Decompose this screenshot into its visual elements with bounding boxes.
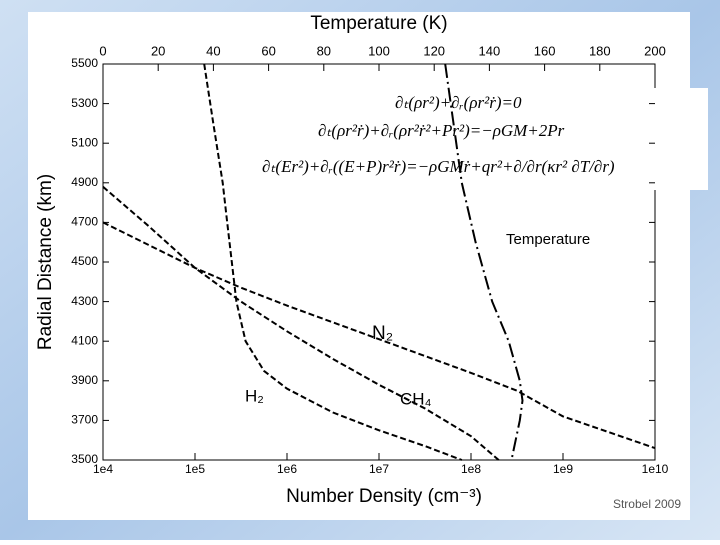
- x2-tick-label: 140: [479, 43, 501, 58]
- x2-tick-label: 100: [368, 43, 390, 58]
- x2-tick-label: 80: [317, 43, 331, 58]
- equation: ∂ₜ(ρr²)+∂ᵣ(ρr²ṙ)=0: [395, 93, 522, 112]
- series-label: N₂: [372, 323, 393, 344]
- equation-box: [255, 88, 708, 190]
- x2-tick-label: 40: [206, 43, 220, 58]
- series-label: H₂: [245, 386, 264, 405]
- equation: ∂ₜ(Er²)+∂ᵣ((E+P)r²ṙ)=−ρGMṙ+qr²+∂/∂r(κr² …: [262, 157, 615, 176]
- x2-tick-label: 0: [99, 43, 106, 58]
- x-tick-label: 1e10: [642, 462, 669, 476]
- series-line: [102, 221, 656, 450]
- x2-tick-label: 60: [261, 43, 275, 58]
- series-label: CH₄: [400, 389, 432, 408]
- x2-tick-label: 180: [589, 43, 611, 58]
- series-line: [444, 63, 524, 461]
- x-axis-title: Number Density (cm⁻³): [286, 486, 482, 507]
- x2-tick-label: 160: [534, 43, 556, 58]
- y-tick-label: 4900: [71, 175, 98, 189]
- source-box: [604, 495, 690, 515]
- x-tick-label: 1e8: [461, 462, 481, 476]
- equation: ∂ₜ(ρr²ṙ)+∂ᵣ(ρr²ṙ²+Pr²)=−ρGM+2Pr: [318, 121, 565, 140]
- x2-tick-label: 20: [151, 43, 165, 58]
- y-tick-label: 4700: [71, 215, 98, 229]
- x2-axis-title: Temperature (K): [310, 13, 447, 34]
- y-tick-label: 3900: [71, 373, 98, 387]
- x-tick-label: 1e9: [553, 462, 573, 476]
- y-tick-label: 3500: [71, 452, 98, 466]
- y-axis-title: Radial Distance (km): [35, 174, 56, 350]
- y-tick-label: 5100: [71, 135, 98, 149]
- series-line: [203, 63, 463, 461]
- x-tick-label: 1e7: [369, 462, 389, 476]
- y-tick-label: 5500: [71, 56, 98, 70]
- x2-tick-label: 120: [423, 43, 445, 58]
- series-label: Temperature: [506, 231, 590, 248]
- source: Strobel 2009: [613, 497, 681, 511]
- y-tick-label: 4100: [71, 333, 98, 347]
- x-tick-label: 1e4: [93, 462, 113, 476]
- y-tick-label: 4300: [71, 294, 98, 308]
- x-tick-label: 1e6: [277, 462, 297, 476]
- y-tick-label: 3700: [71, 413, 98, 427]
- x2-tick-label: 200: [644, 43, 666, 58]
- x-tick-label: 1e5: [185, 462, 205, 476]
- series-line: [102, 186, 500, 461]
- y-tick-label: 4500: [71, 254, 98, 268]
- y-tick-label: 5300: [71, 96, 98, 110]
